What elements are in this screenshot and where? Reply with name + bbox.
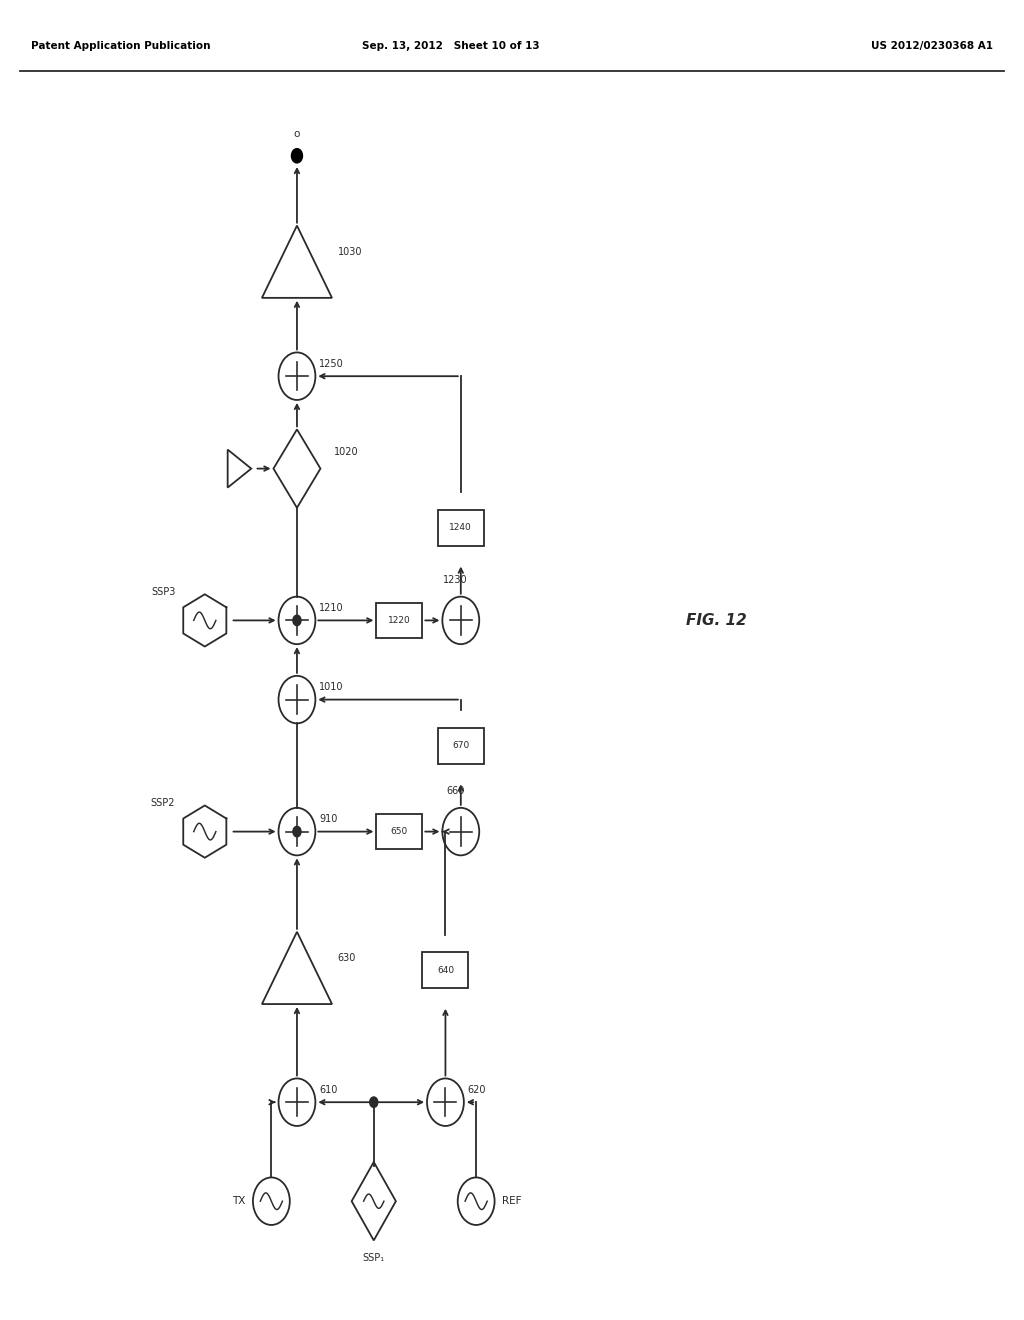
Circle shape <box>293 615 301 626</box>
Text: 1240: 1240 <box>450 524 472 532</box>
Text: SSP2: SSP2 <box>151 799 175 808</box>
Text: 630: 630 <box>338 953 356 964</box>
Text: 1230: 1230 <box>443 574 468 585</box>
Text: FIG. 12: FIG. 12 <box>686 612 748 628</box>
Circle shape <box>292 149 302 162</box>
Circle shape <box>370 1097 378 1107</box>
Bar <box>377 602 422 638</box>
Text: 620: 620 <box>468 1085 486 1096</box>
Bar <box>438 729 483 763</box>
Text: SSP₁: SSP₁ <box>362 1254 385 1263</box>
Text: 910: 910 <box>319 814 338 825</box>
Text: SSP3: SSP3 <box>151 587 175 597</box>
Text: 1250: 1250 <box>319 359 344 370</box>
Text: 640: 640 <box>437 966 454 974</box>
Text: o: o <box>294 129 300 139</box>
Text: REF: REF <box>502 1196 521 1206</box>
Text: US 2012/0230368 A1: US 2012/0230368 A1 <box>871 41 993 51</box>
Bar <box>422 953 468 987</box>
Text: 670: 670 <box>453 742 469 750</box>
Text: 1010: 1010 <box>319 682 344 693</box>
Text: Patent Application Publication: Patent Application Publication <box>31 41 210 51</box>
Bar <box>377 813 422 850</box>
Circle shape <box>293 826 301 837</box>
Bar <box>438 510 483 546</box>
Text: 610: 610 <box>319 1085 338 1096</box>
Text: TX: TX <box>232 1196 246 1206</box>
Text: 1030: 1030 <box>338 247 362 257</box>
Text: 1020: 1020 <box>334 446 358 457</box>
Text: 660: 660 <box>446 785 465 796</box>
Text: 650: 650 <box>391 828 408 836</box>
Text: Sep. 13, 2012   Sheet 10 of 13: Sep. 13, 2012 Sheet 10 of 13 <box>361 41 540 51</box>
Text: 1220: 1220 <box>388 616 411 624</box>
Text: 1210: 1210 <box>319 603 344 614</box>
